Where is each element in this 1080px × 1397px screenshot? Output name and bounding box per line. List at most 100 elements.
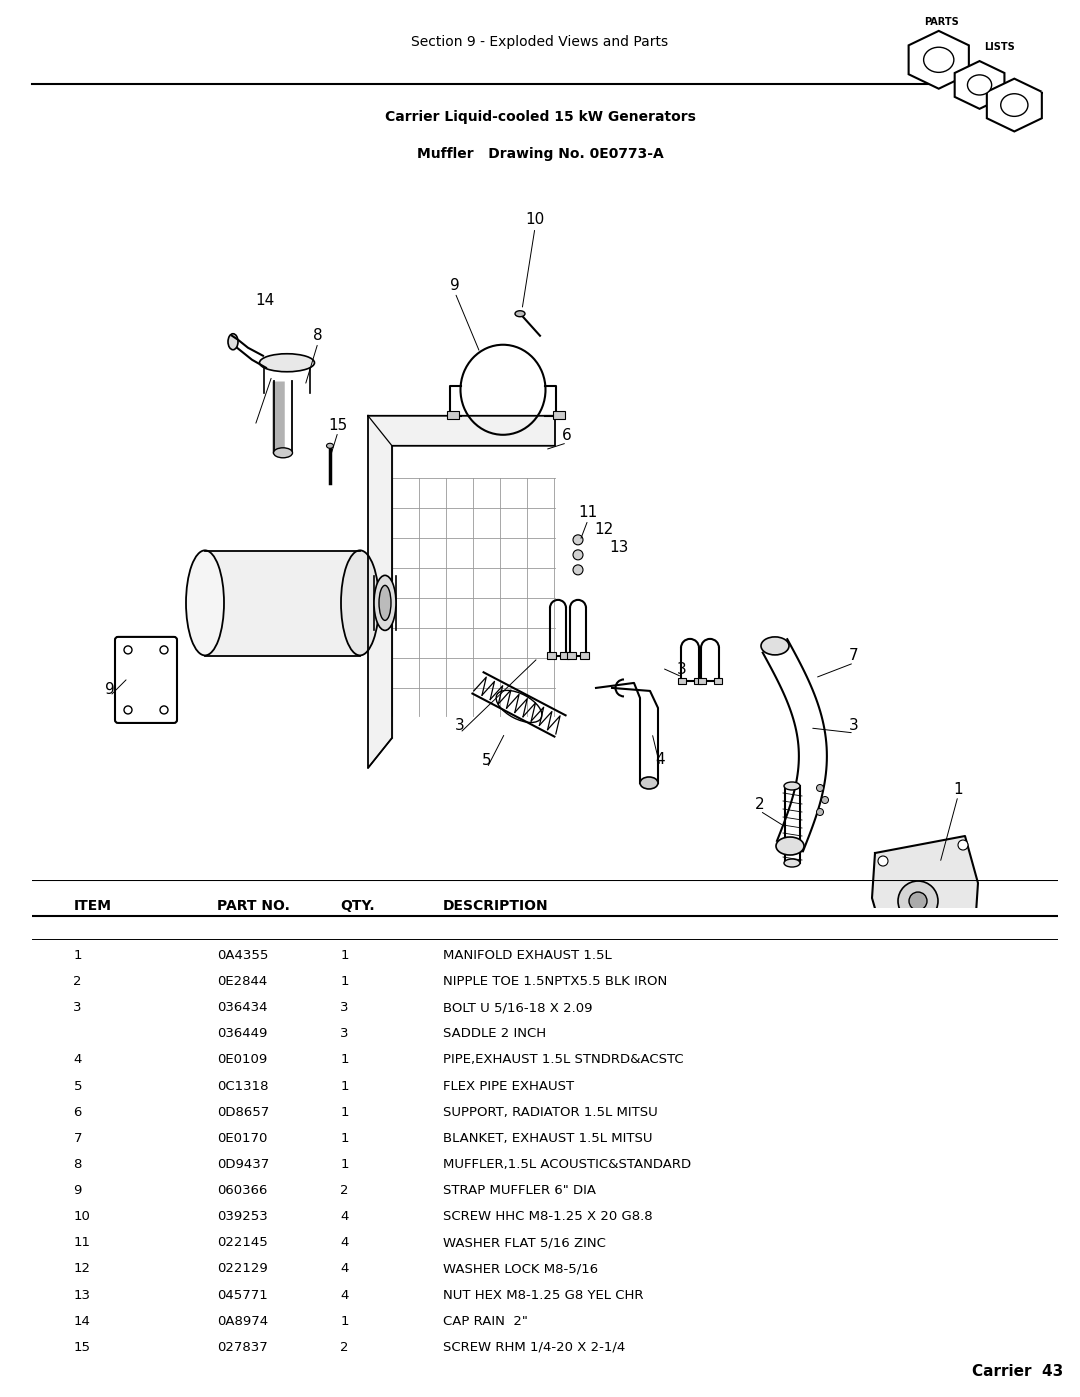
Circle shape	[160, 705, 168, 714]
Text: 12: 12	[73, 1263, 91, 1275]
Bar	[698, 678, 706, 685]
Ellipse shape	[273, 448, 293, 458]
Polygon shape	[908, 31, 969, 89]
Text: 6: 6	[562, 429, 572, 443]
Circle shape	[897, 882, 939, 921]
Text: ITEM: ITEM	[73, 900, 111, 914]
Text: 1: 1	[340, 1132, 349, 1146]
Text: 2: 2	[340, 1341, 349, 1354]
Text: 039253: 039253	[217, 1210, 268, 1224]
Text: 1: 1	[340, 1053, 349, 1066]
Text: 1: 1	[954, 782, 962, 798]
Text: 13: 13	[73, 1288, 91, 1302]
Text: MANIFOLD EXHAUST 1.5L: MANIFOLD EXHAUST 1.5L	[443, 949, 611, 963]
Text: 0E2844: 0E2844	[217, 975, 268, 988]
Text: 0E0109: 0E0109	[217, 1053, 268, 1066]
Text: Carrier  43: Carrier 43	[972, 1365, 1063, 1379]
Text: STRAP MUFFLER 6" DIA: STRAP MUFFLER 6" DIA	[443, 1185, 596, 1197]
Text: 0E0170: 0E0170	[217, 1132, 268, 1146]
Ellipse shape	[326, 443, 334, 448]
Text: 3: 3	[340, 1002, 349, 1014]
Bar	[447, 411, 459, 419]
Text: 1: 1	[73, 949, 82, 963]
Text: SADDLE 2 INCH: SADDLE 2 INCH	[443, 1027, 545, 1041]
Circle shape	[958, 840, 968, 849]
Text: LISTS: LISTS	[984, 42, 1014, 52]
Bar	[580, 652, 589, 659]
Text: 13: 13	[609, 541, 629, 556]
Text: 2: 2	[755, 798, 765, 813]
Text: 0A8974: 0A8974	[217, 1315, 268, 1327]
Polygon shape	[987, 78, 1042, 131]
Text: 1: 1	[340, 1080, 349, 1092]
Ellipse shape	[777, 837, 804, 855]
Circle shape	[878, 856, 888, 866]
Ellipse shape	[341, 550, 379, 655]
Text: 9: 9	[73, 1185, 82, 1197]
Bar	[678, 678, 686, 685]
Text: 0A4355: 0A4355	[217, 949, 269, 963]
Text: 060366: 060366	[217, 1185, 268, 1197]
Ellipse shape	[784, 859, 800, 868]
Circle shape	[963, 921, 973, 930]
Text: PART NO.: PART NO.	[217, 900, 289, 914]
FancyBboxPatch shape	[859, 925, 995, 977]
Text: NUT HEX M8-1.25 G8 YEL CHR: NUT HEX M8-1.25 G8 YEL CHR	[443, 1288, 644, 1302]
Circle shape	[573, 550, 583, 560]
Text: 5: 5	[73, 1080, 82, 1092]
Text: 036449: 036449	[217, 1027, 268, 1041]
Ellipse shape	[761, 637, 789, 655]
Circle shape	[573, 535, 583, 545]
Polygon shape	[872, 835, 978, 951]
Text: 1: 1	[340, 949, 349, 963]
Polygon shape	[955, 61, 1004, 109]
Text: QTY.: QTY.	[340, 900, 375, 914]
Text: WASHER LOCK M8-5/16: WASHER LOCK M8-5/16	[443, 1263, 598, 1275]
Text: FLEX PIPE EXHAUST: FLEX PIPE EXHAUST	[443, 1080, 573, 1092]
Text: CAP RAIN  2": CAP RAIN 2"	[443, 1315, 528, 1327]
Ellipse shape	[515, 310, 525, 317]
Text: Carrier Liquid-cooled 15 kW Generators: Carrier Liquid-cooled 15 kW Generators	[384, 110, 696, 124]
Text: 3: 3	[73, 1002, 82, 1014]
Polygon shape	[368, 416, 555, 768]
Text: Section 9 - Exploded Views and Parts: Section 9 - Exploded Views and Parts	[411, 35, 669, 49]
Ellipse shape	[228, 334, 238, 349]
Text: 3: 3	[677, 662, 687, 678]
Text: 10: 10	[73, 1210, 91, 1224]
Circle shape	[880, 925, 890, 935]
Ellipse shape	[259, 353, 314, 372]
Text: SUPPORT, RADIATOR 1.5L MITSU: SUPPORT, RADIATOR 1.5L MITSU	[443, 1106, 658, 1119]
Bar	[561, 652, 569, 659]
Circle shape	[909, 893, 927, 909]
Text: 4: 4	[656, 753, 665, 767]
Circle shape	[1001, 94, 1028, 116]
Text: 14: 14	[73, 1315, 91, 1327]
Text: 0D9437: 0D9437	[217, 1158, 269, 1171]
Circle shape	[816, 785, 824, 792]
Circle shape	[923, 47, 954, 73]
Text: 3: 3	[340, 1027, 349, 1041]
Text: PIPE,EXHAUST 1.5L STNDRD&ACSTC: PIPE,EXHAUST 1.5L STNDRD&ACSTC	[443, 1053, 684, 1066]
Text: BLANKET, EXHAUST 1.5L MITSU: BLANKET, EXHAUST 1.5L MITSU	[443, 1132, 652, 1146]
Text: 7: 7	[73, 1132, 82, 1146]
Text: 3: 3	[849, 718, 859, 733]
Text: MUFFLER,1.5L ACOUSTIC&STANDARD: MUFFLER,1.5L ACOUSTIC&STANDARD	[443, 1158, 691, 1171]
Text: 14: 14	[255, 293, 274, 309]
Text: 4: 4	[340, 1288, 349, 1302]
Text: 15: 15	[328, 418, 348, 433]
Text: 022129: 022129	[217, 1263, 268, 1275]
Text: 0C1318: 0C1318	[217, 1080, 269, 1092]
Circle shape	[160, 645, 168, 654]
Text: SCREW RHM 1/4-20 X 2-1/4: SCREW RHM 1/4-20 X 2-1/4	[443, 1341, 625, 1354]
Ellipse shape	[186, 550, 224, 655]
Ellipse shape	[379, 585, 391, 620]
Bar	[714, 678, 723, 685]
Bar	[546, 652, 556, 659]
FancyBboxPatch shape	[205, 550, 360, 657]
Text: 2: 2	[340, 1185, 349, 1197]
Circle shape	[822, 796, 828, 803]
Bar	[553, 411, 565, 419]
Text: 0D8657: 0D8657	[217, 1106, 269, 1119]
Text: 4: 4	[340, 1210, 349, 1224]
Text: 6: 6	[73, 1106, 82, 1119]
